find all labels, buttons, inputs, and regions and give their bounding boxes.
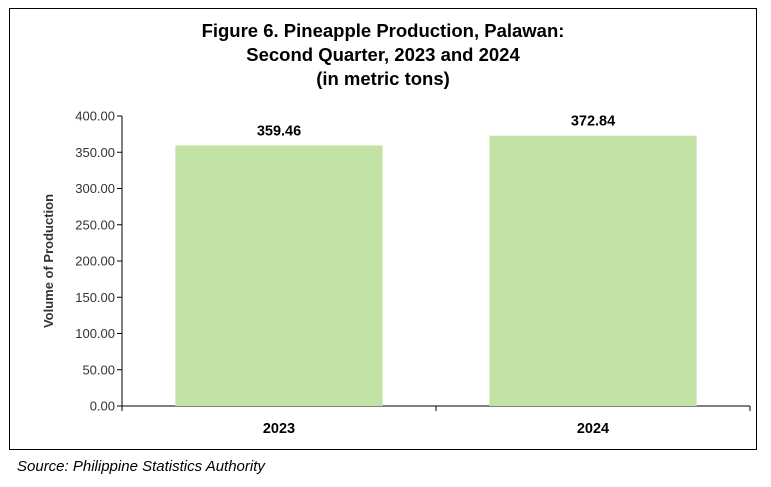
bar-chart-plot: 0.00 50.00 100.00 150.00 200.00 250.00 300.00 3…: [41, 109, 751, 437]
y-tick-label: 50.00: [82, 362, 115, 377]
data-label: 372.84: [571, 114, 615, 130]
chart-title-line-2: Second Quarter, 2023 and 2024: [246, 44, 520, 65]
source-note: Source: Philippine Statistics Authority: [17, 458, 265, 475]
y-tick-label: 250.00: [75, 217, 115, 232]
y-tick-label: 150.00: [75, 290, 115, 305]
y-axis-title: Volume of Production: [41, 194, 56, 328]
bar: [175, 145, 383, 407]
y-tick-label: 350.00: [75, 145, 115, 160]
x-tick-label: 2024: [577, 421, 609, 437]
y-tick-label: 100.00: [75, 326, 115, 341]
x-tick-label: 2023: [263, 421, 295, 437]
bar: [489, 135, 697, 406]
y-tick-label: 0.00: [90, 399, 115, 414]
chart-title-line-1: Figure 6. Pineapple Production, Palawan:: [201, 20, 565, 41]
data-label: 359.46: [257, 123, 301, 139]
y-tick-label: 300.00: [75, 181, 115, 196]
chart-title-line-3: (in metric tons): [316, 68, 450, 89]
y-tick-label: 200.00: [75, 254, 115, 269]
chart-title: Figure 6. Pineapple Production, Palawan:…: [10, 19, 756, 91]
y-tick-label: 400.00: [75, 109, 115, 124]
chart-frame: Figure 6. Pineapple Production, Palawan:…: [9, 8, 757, 450]
